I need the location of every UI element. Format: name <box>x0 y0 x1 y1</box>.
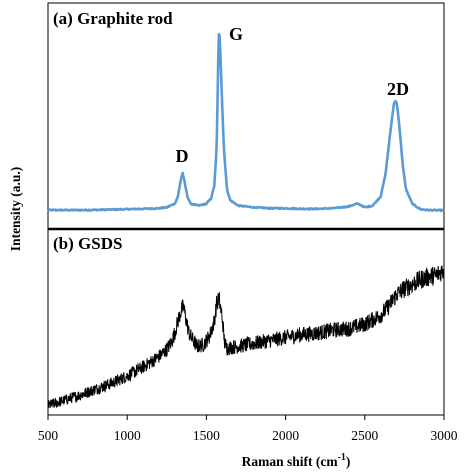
peak-label-d: D <box>176 146 189 166</box>
peak-label-2d: 2D <box>387 79 409 99</box>
panel-b-frame <box>47 228 445 416</box>
x-tick-label: 1500 <box>193 428 220 443</box>
panel-b-title: (b) GSDS <box>53 234 122 253</box>
x-axis-ticks: 500 1000 1500 2000 2500 3000 <box>38 415 458 443</box>
y-axis-title: Intensity (a.u.) <box>8 167 23 251</box>
x-tick-label: 500 <box>38 428 59 443</box>
x-axis-title-suffix: ) <box>346 454 351 469</box>
x-axis-title-superscript: -1 <box>338 452 346 463</box>
x-tick-label: 1000 <box>114 428 141 443</box>
x-axis-title: Raman shift (cm-1) <box>242 452 351 469</box>
peak-label-g: G <box>229 24 243 44</box>
panel-a-title: (a) Graphite rod <box>53 9 173 28</box>
x-tick-label: 2500 <box>351 428 378 443</box>
spectrum-gsds <box>47 265 445 409</box>
x-axis-title-main: Raman shift (cm <box>242 454 339 469</box>
spectrum-graphite-rod <box>47 32 445 213</box>
series-line-graphite-rod <box>47 32 445 213</box>
x-tick-label: 3000 <box>431 428 458 443</box>
panel-a-frame <box>47 2 445 230</box>
series-line-gsds <box>47 265 445 409</box>
x-tick-label: 2000 <box>272 428 299 443</box>
